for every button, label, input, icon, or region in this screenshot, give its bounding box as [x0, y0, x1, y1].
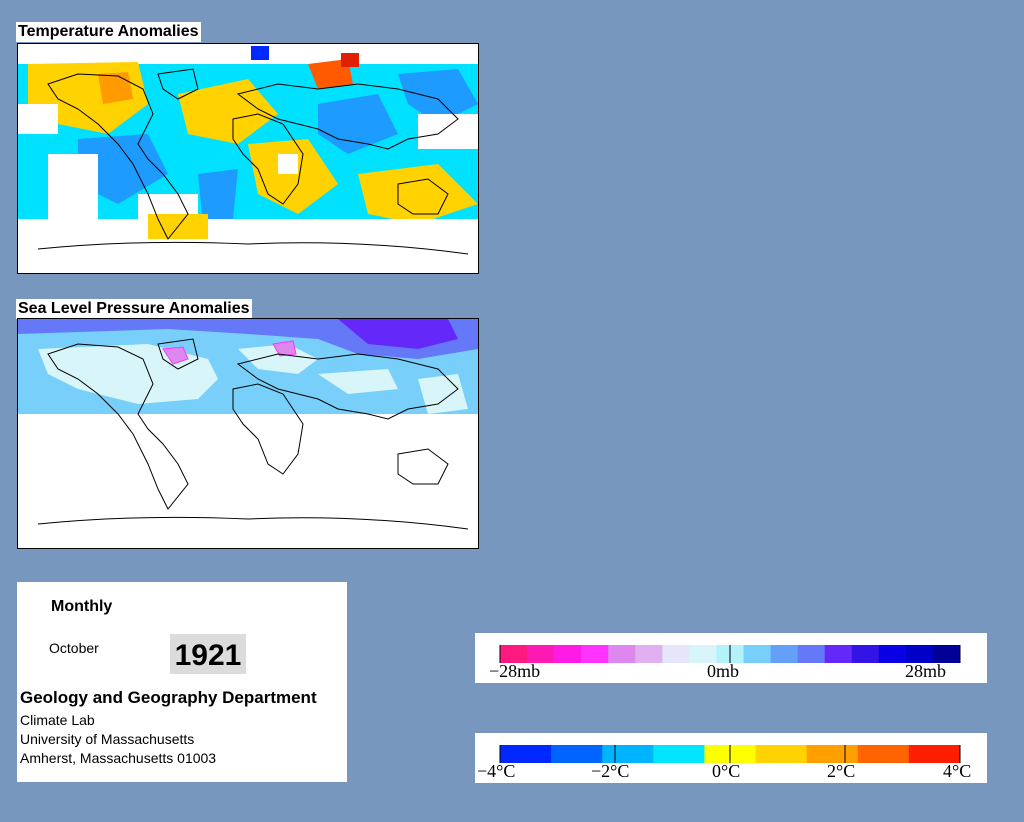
temperature-legend-label-plus4: 4°C — [943, 761, 972, 781]
temperature-title: Temperature Anomalies — [16, 22, 201, 42]
pressure-title: Sea Level Pressure Anomalies — [16, 299, 252, 319]
temperature-colorbar — [499, 745, 961, 763]
temperature-legend-swatch — [653, 745, 705, 763]
pressure-legend-swatch — [932, 645, 961, 663]
pressure-legend-swatch — [662, 645, 690, 663]
pressure-legend-swatch — [500, 645, 528, 663]
info-panel: Monthly October 1921 Geology and Geograp… — [17, 582, 347, 782]
year-display: 1921 — [170, 634, 246, 674]
lab-label: Climate Lab — [20, 712, 95, 728]
temperature-legend-swatch — [755, 745, 808, 763]
pressure-legend-swatch — [743, 645, 772, 663]
pressure-legend-swatch — [635, 645, 663, 663]
temperature-legend-swatch — [908, 745, 961, 763]
pressure-legend-swatch — [770, 645, 799, 663]
pressure-legend-swatch — [689, 645, 717, 663]
temperature-legend-label-minus4: −4°C — [477, 761, 516, 781]
temperature-legend: −4°C −2°C 0°C 2°C 4°C — [475, 733, 987, 783]
temperature-legend-swatch — [500, 745, 552, 763]
pressure-legend-zero-label: 0mb — [707, 661, 740, 681]
pressure-legend-swatch — [851, 645, 880, 663]
temperature-legend-swatch — [857, 745, 910, 763]
temperature-legend-label-zero: 0°C — [712, 761, 741, 781]
pressure-legend-swatch — [824, 645, 853, 663]
pressure-legend-min-label: −28mb — [489, 661, 541, 681]
pressure-legend-swatch — [878, 645, 907, 663]
temperature-anomaly-map — [17, 43, 479, 274]
month-label: October — [49, 640, 99, 656]
pressure-legend-swatch — [905, 645, 934, 663]
temperature-coastlines — [37, 68, 469, 255]
temperature-field — [18, 46, 478, 273]
pressure-legend-swatch — [797, 645, 826, 663]
frequency-label: Monthly — [51, 598, 113, 615]
address-label: Amherst, Massachusetts 01003 — [20, 750, 217, 766]
pressure-colorbar — [499, 645, 961, 663]
pressure-coastlines — [37, 338, 469, 530]
pressure-anomaly-map — [17, 318, 479, 549]
temperature-legend-swatch — [551, 745, 603, 763]
temperature-map-svg — [18, 46, 478, 273]
department-label: Geology and Geography Department — [20, 688, 317, 707]
temperature-legend-label-plus2: 2°C — [827, 761, 856, 781]
university-label: University of Massachusetts — [20, 731, 195, 747]
pressure-legend-swatch — [527, 645, 555, 663]
pressure-field — [18, 319, 478, 548]
temperature-legend-label-minus2: −2°C — [591, 761, 630, 781]
pressure-legend-swatch — [608, 645, 636, 663]
pressure-legend-max-label: 28mb — [905, 661, 947, 681]
pressure-legend-swatch — [554, 645, 582, 663]
pressure-map-svg — [18, 319, 478, 548]
pressure-legend: −28mb 0mb 28mb — [475, 633, 987, 683]
pressure-legend-swatch — [581, 645, 609, 663]
